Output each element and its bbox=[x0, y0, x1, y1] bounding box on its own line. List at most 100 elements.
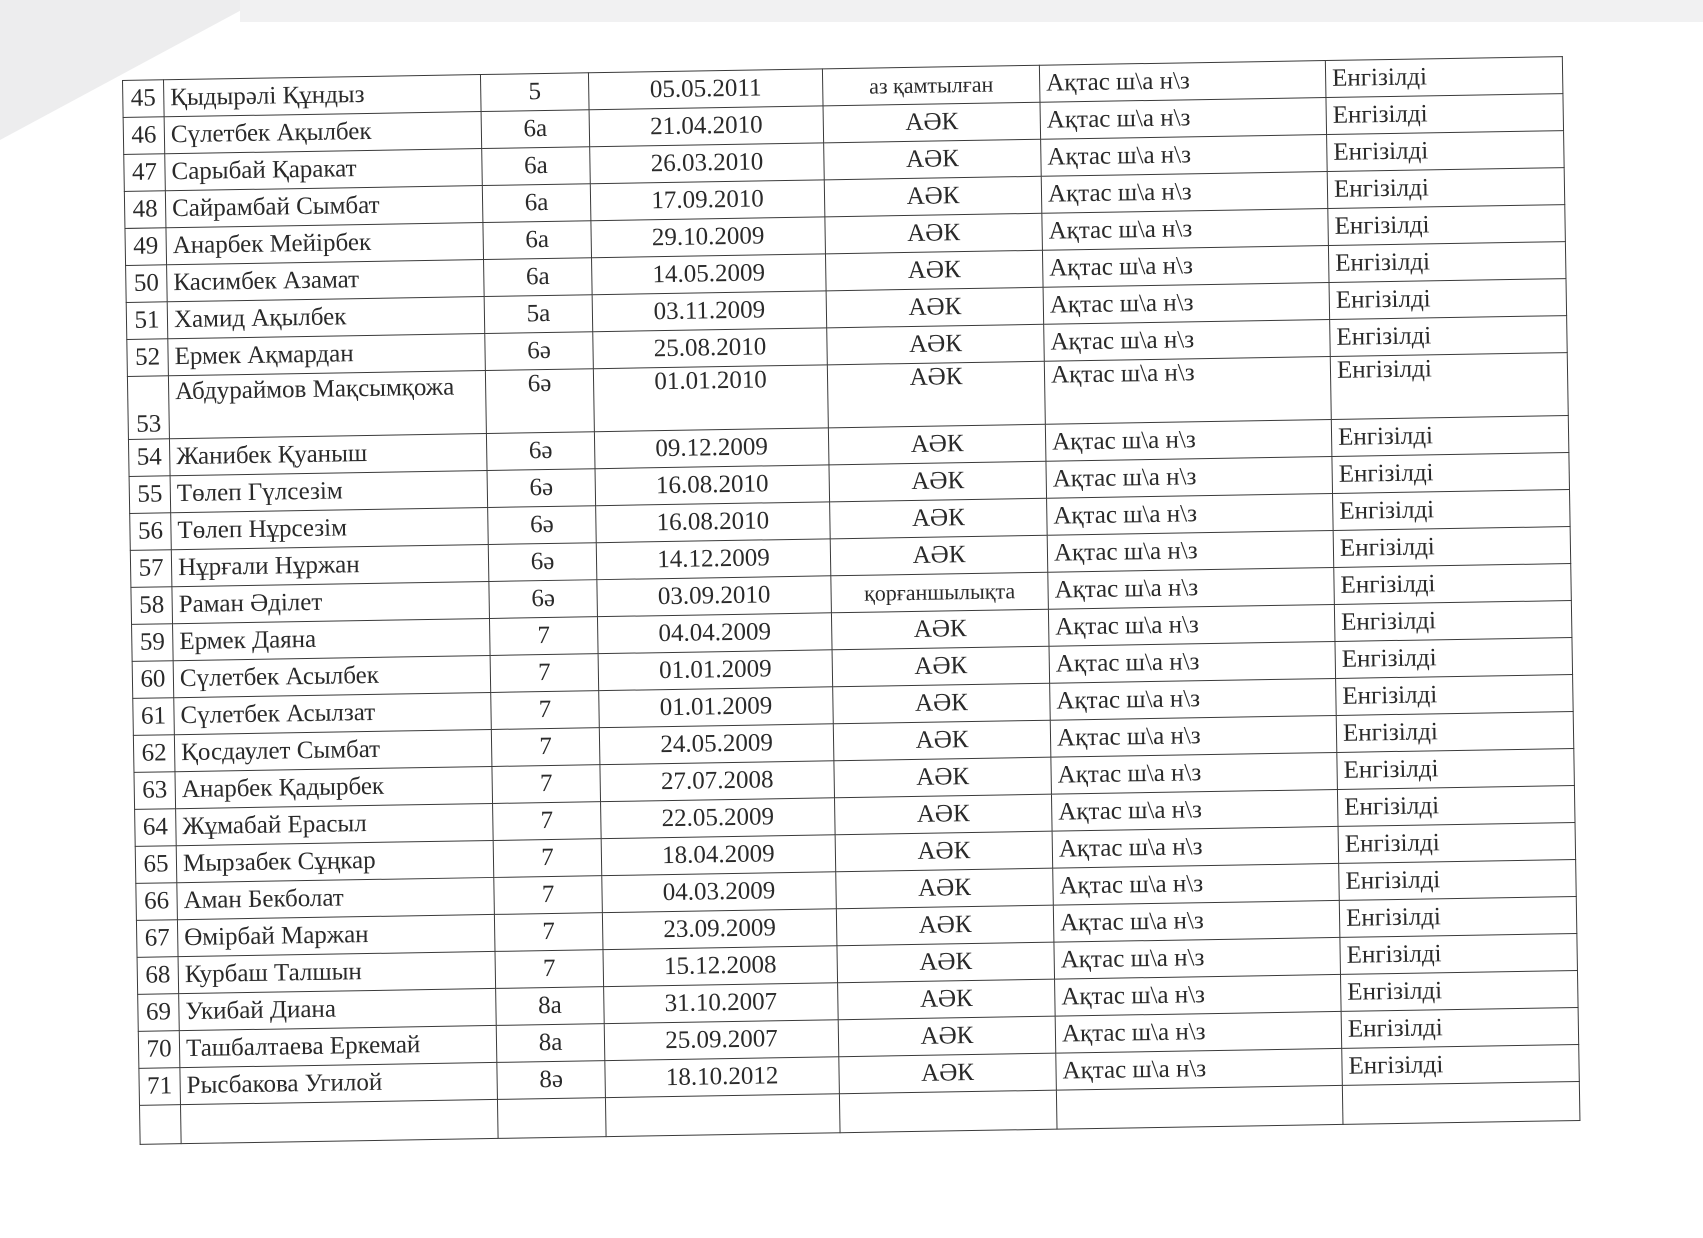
student-name-cell: Төлеп Гүлсезім bbox=[170, 470, 488, 513]
school-cell: Ақтас ш\а н\з bbox=[1039, 60, 1326, 103]
social-status-cell: АӘК bbox=[828, 424, 1046, 465]
student-name-cell: Сарыбай Қаракат bbox=[164, 148, 483, 191]
birth-date-cell: 09.12.2009 bbox=[594, 427, 829, 469]
student-name-cell: Касимбек Азамат bbox=[166, 259, 485, 302]
result-cell: Енгізілді bbox=[1329, 315, 1568, 357]
social-status-cell: АӘК bbox=[832, 646, 1050, 687]
row-number-cell: 49 bbox=[124, 227, 167, 266]
birth-date-cell: 27.07.2008 bbox=[599, 760, 835, 802]
school-cell: Ақтас ш\а н\з bbox=[1043, 319, 1331, 362]
social-status-cell: АӘК bbox=[824, 176, 1042, 217]
grade-cell: 6ә bbox=[485, 368, 595, 434]
row-number-cell: 64 bbox=[134, 808, 177, 847]
row-number-cell: 58 bbox=[130, 586, 173, 625]
grade-cell: 7 bbox=[494, 949, 604, 989]
school-cell: Ақтас ш\а н\з bbox=[1041, 171, 1328, 214]
result-cell: Енгізілді bbox=[1331, 415, 1569, 457]
social-status-cell: АӘК bbox=[838, 1016, 1056, 1057]
birth-date-cell: 25.09.2007 bbox=[604, 1019, 839, 1061]
social-status-cell: АӘК bbox=[833, 757, 1052, 798]
student-name-cell: Ермек Ақмардан bbox=[167, 333, 486, 376]
birth-date-cell: 21.04.2010 bbox=[589, 105, 824, 147]
empty-cell bbox=[180, 1099, 499, 1144]
row-number-cell: 68 bbox=[137, 956, 179, 995]
table-body: 45 Қыдырәлі Құндыз 5 05.05.2011 аз қамтылған… bbox=[122, 56, 1580, 1145]
birth-date-cell: 18.04.2009 bbox=[601, 834, 836, 876]
birth-date-cell: 04.03.2009 bbox=[601, 871, 837, 913]
social-status-cell: АӘК bbox=[823, 139, 1042, 180]
birth-date-cell: 03.09.2010 bbox=[596, 575, 832, 617]
social-status-cell: АӘК bbox=[828, 461, 1047, 502]
result-cell: Енгізілді bbox=[1341, 1007, 1579, 1049]
school-cell: Ақтас ш\а н\з bbox=[1053, 900, 1340, 943]
school-cell: Ақтас ш\а н\з bbox=[1047, 567, 1335, 610]
student-name-cell: Анарбек Мейірбек bbox=[165, 222, 484, 265]
student-name-cell: Аман Бекболат bbox=[176, 877, 495, 920]
result-cell: Енгізілді bbox=[1336, 711, 1574, 753]
student-name-cell: Өмірбай Маржан bbox=[177, 914, 495, 957]
student-name-cell: Курбаш Талшын bbox=[178, 951, 496, 994]
student-name-cell: Жұмабай Ерасыл bbox=[175, 803, 494, 846]
social-status-cell: АӘК bbox=[826, 287, 1044, 328]
birth-date-cell: 23.09.2009 bbox=[602, 908, 837, 950]
student-name-cell: Қыдырәлі Құндыз bbox=[163, 74, 482, 117]
social-status-cell: АӘК bbox=[831, 609, 1050, 650]
grade-cell: 6ә bbox=[488, 542, 597, 582]
grade-cell: 8а bbox=[496, 1023, 605, 1063]
empty-cell bbox=[139, 1104, 182, 1145]
student-table: 45 Қыдырәлі Құндыз 5 05.05.2011 аз қамтылған… bbox=[122, 56, 1580, 1145]
social-status-cell: АӘК bbox=[825, 250, 1044, 291]
student-name-cell: Сүлетбек Асылзат bbox=[173, 692, 492, 735]
grade-cell: 6а bbox=[481, 146, 591, 186]
birth-date-cell: 17.09.2010 bbox=[590, 179, 825, 221]
student-name-cell: Қосдаулет Сымбат bbox=[174, 729, 492, 772]
school-cell: Ақтас ш\а н\з bbox=[1054, 974, 1342, 1017]
birth-date-cell: 22.05.2009 bbox=[600, 797, 836, 839]
social-status-cell: АӘК bbox=[830, 535, 1048, 576]
row-number-cell: 61 bbox=[132, 697, 175, 736]
row-number-cell: 50 bbox=[125, 264, 168, 303]
student-name-cell: Ермек Даяна bbox=[172, 618, 491, 661]
result-cell: Енгізілді bbox=[1332, 489, 1571, 531]
social-status-cell: АӘК bbox=[823, 102, 1041, 143]
grade-cell: 7 bbox=[493, 838, 602, 878]
row-number-cell: 65 bbox=[135, 845, 177, 884]
result-cell: Енгізілді bbox=[1329, 278, 1567, 320]
grade-cell: 7 bbox=[491, 727, 600, 767]
result-cell: Енгізілді bbox=[1338, 822, 1576, 864]
grade-cell: 8а bbox=[495, 986, 605, 1026]
student-name-cell: Раман Әділет bbox=[171, 581, 490, 624]
social-status-cell: АӘК bbox=[834, 794, 1053, 835]
row-number-cell: 56 bbox=[129, 512, 172, 551]
school-cell: Ақтас ш\а н\з bbox=[1050, 715, 1337, 758]
result-cell: Енгізілді bbox=[1333, 563, 1572, 605]
result-cell: Енгізілді bbox=[1338, 859, 1577, 901]
school-cell: Ақтас ш\а н\з bbox=[1041, 208, 1329, 251]
row-number-cell: 53 bbox=[127, 375, 170, 440]
row-number-cell: 70 bbox=[138, 1030, 180, 1069]
birth-date-cell: 01.01.2009 bbox=[598, 686, 834, 728]
result-cell: Енгізілді bbox=[1339, 896, 1577, 938]
birth-date-cell: 01.01.2009 bbox=[598, 649, 833, 691]
grade-cell: 5 bbox=[480, 72, 590, 112]
student-name-cell: Мырзабек Сұңкар bbox=[176, 840, 494, 883]
social-status-cell: АӘК bbox=[836, 905, 1054, 946]
social-status-cell: АӘК bbox=[836, 942, 1055, 983]
empty-cell bbox=[605, 1093, 841, 1137]
grade-cell: 8ә bbox=[496, 1060, 606, 1100]
social-status-cell: АӘК bbox=[829, 498, 1048, 539]
school-cell: Ақтас ш\а н\з bbox=[1045, 456, 1333, 499]
social-status-cell: АӘК bbox=[835, 831, 1053, 872]
grade-cell: 6ә bbox=[488, 579, 598, 619]
school-cell: Ақтас ш\а н\з bbox=[1045, 419, 1332, 462]
school-cell: Ақтас ш\а н\з bbox=[1052, 826, 1339, 869]
student-name-cell: Ташбалтаева Еркемай bbox=[179, 1025, 497, 1068]
birth-date-cell: 01.01.2010 bbox=[593, 364, 829, 432]
row-number-cell: 46 bbox=[123, 116, 165, 155]
school-cell: Ақтас ш\а н\з bbox=[1049, 641, 1336, 684]
social-status-cell: АӘК bbox=[826, 324, 1045, 365]
empty-cell bbox=[839, 1090, 1058, 1133]
school-cell: Ақтас ш\а н\з bbox=[1039, 97, 1327, 140]
birth-date-cell: 16.08.2010 bbox=[595, 464, 830, 506]
document-page: 45 Қыдырәлі Құндыз 5 05.05.2011 аз қамтылған… bbox=[122, 56, 1580, 1145]
